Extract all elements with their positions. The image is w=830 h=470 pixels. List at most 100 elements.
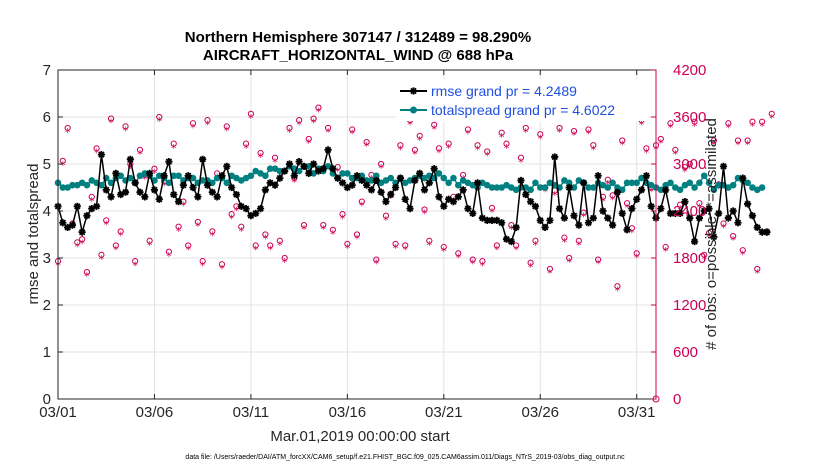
- obs-assimilated-marker: *: [128, 162, 134, 175]
- obs-assimilated-marker: *: [359, 200, 365, 213]
- rmse-point: [445, 195, 453, 203]
- obs-assimilated-marker: *: [224, 125, 230, 138]
- rmse-point: [599, 207, 607, 215]
- rmse-point: [64, 223, 72, 232]
- obs-assimilated-marker: *: [629, 226, 635, 239]
- rmse-point: [382, 198, 390, 206]
- obs-possible-marker: [498, 129, 505, 136]
- obs-possible-marker: [421, 206, 428, 213]
- obs-possible-marker: [223, 123, 230, 130]
- rmse-point: [478, 214, 486, 222]
- y-tick-label-right: 1800: [673, 250, 706, 267]
- totalspread-point: [758, 184, 766, 191]
- obs-assimilated-marker: *: [441, 245, 447, 258]
- rmse-point: [97, 151, 106, 159]
- chart-titles: Northern Hemisphere 307147 / 312489 = 98…: [185, 29, 531, 64]
- obs-assimilated-marker: *: [388, 192, 394, 205]
- obs-assimilated-marker: *: [229, 212, 235, 225]
- obs-possible-marker: [122, 123, 129, 130]
- legend-rmse-star: [409, 87, 418, 95]
- rmse-point: [493, 216, 501, 224]
- obs-assimilated-marker: *: [316, 106, 322, 119]
- rmse-point: [715, 209, 723, 217]
- obs-possible-marker: [667, 120, 674, 127]
- rmse-point: [449, 198, 458, 206]
- obs-possible-marker: [604, 176, 611, 183]
- y-tick-label-right: 2400: [673, 203, 706, 220]
- obs-possible-marker: [416, 132, 423, 139]
- rmse-point: [739, 174, 747, 182]
- rmse-point: [401, 195, 409, 203]
- obs-assimilated-marker: *: [571, 129, 577, 142]
- rmse-point: [420, 186, 429, 194]
- obs-assimilated-marker: *: [687, 162, 693, 175]
- y-tick-label: 5: [43, 156, 51, 173]
- obs-assimilated-marker: *: [600, 195, 606, 208]
- rmse-point: [338, 179, 347, 187]
- totalspread-point: [493, 184, 501, 191]
- obs-possible-marker: [378, 160, 385, 168]
- rmse-point: [300, 162, 308, 170]
- rmse-point: [507, 237, 515, 246]
- rmse-point: [266, 179, 274, 187]
- obs-assimilated-marker: *: [745, 139, 751, 152]
- totalspread-point: [372, 172, 380, 180]
- obs-possible-marker: [411, 146, 418, 153]
- rmse-point: [580, 179, 588, 187]
- obs-assimilated-marker: *: [99, 253, 105, 266]
- obs-assimilated-marker: *: [735, 139, 741, 152]
- rmse-point: [141, 193, 149, 201]
- rmse-point: [748, 212, 757, 220]
- rmse-point: [92, 202, 101, 210]
- totalspread-point: [199, 177, 206, 184]
- rmse-point: [59, 219, 67, 227]
- obs-possible-marker: [242, 140, 250, 147]
- rmse-point: [391, 183, 400, 192]
- obs-possible-marker: [209, 228, 216, 235]
- obs-assimilated-marker: *: [581, 211, 587, 224]
- obs-assimilated-marker: *: [325, 126, 331, 139]
- obs-possible-marker: [329, 226, 336, 233]
- x-tick-label: 03/21: [425, 404, 463, 421]
- rmse-point: [555, 205, 564, 213]
- rmse-point: [671, 209, 679, 217]
- obs-assimilated-marker: *: [185, 244, 191, 257]
- rmse-point: [522, 190, 530, 199]
- rmse-point: [117, 190, 125, 199]
- rmse-point: [647, 202, 655, 210]
- obs-possible-marker: [479, 258, 486, 265]
- obs-possible-marker: [98, 251, 105, 258]
- totalspread-point: [170, 172, 178, 180]
- x-tick-label: 03/06: [136, 404, 174, 421]
- obs-assimilated-marker: *: [595, 258, 601, 271]
- rmse-point: [88, 205, 96, 213]
- obs-assimilated-marker: *: [383, 214, 389, 227]
- totalspread-point: [488, 184, 496, 191]
- obs-possible-marker: [527, 259, 534, 266]
- obs-possible-marker: [464, 126, 472, 133]
- obs-assimilated-marker: *: [345, 242, 351, 255]
- obs-possible-marker: [566, 254, 573, 262]
- obs-possible-marker: [238, 223, 245, 230]
- totalspread-point: [445, 179, 452, 187]
- obs-possible-marker: [185, 242, 192, 249]
- obs-assimilated-marker: *: [258, 151, 264, 164]
- rmse-point: [348, 181, 356, 189]
- totalspread-point: [676, 186, 684, 194]
- rmse-point: [387, 190, 395, 199]
- totalspread-point: [435, 170, 443, 177]
- totalspread-point: [440, 174, 448, 182]
- obs-assimilated-marker: *: [181, 200, 187, 213]
- totalspread-point: [623, 179, 631, 187]
- rmse-point: [565, 183, 573, 192]
- rmse-point: [710, 233, 718, 241]
- obs-possible-marker: [633, 250, 640, 257]
- rmse-point: [642, 172, 650, 180]
- obs-assimilated-marker: *: [103, 219, 109, 232]
- obs-assimilated-marker: *: [456, 251, 462, 264]
- obs-assimilated-marker: *: [311, 117, 317, 130]
- obs-assimilated-marker: *: [446, 142, 452, 155]
- obs-possible-marker: [112, 242, 119, 249]
- obs-assimilated-marker: *: [239, 225, 245, 238]
- totalspread-point: [705, 179, 713, 187]
